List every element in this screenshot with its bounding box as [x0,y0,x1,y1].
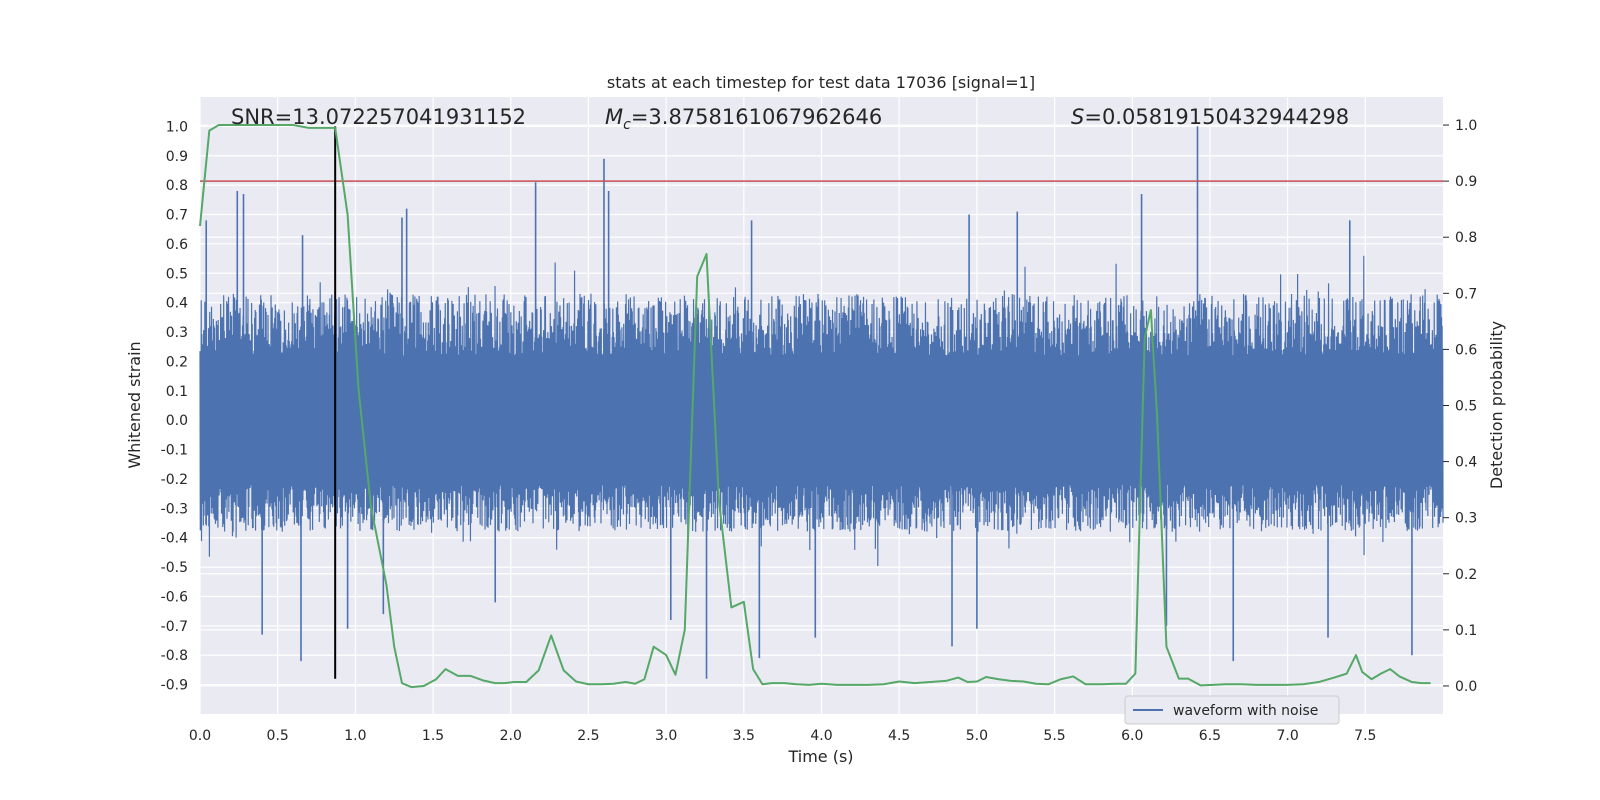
y-right-tick-label: 0.1 [1455,623,1477,639]
ticks: 0.0 0.5 1.0 1.5 2.0 2.5 3.0 3.5 4.0 4.5 5.0 5.5 6.0 6… [161,118,1478,744]
x-tick-label: 2.5 [577,728,599,744]
y-right-tick-label: 0.5 [1455,399,1477,415]
y-left-tick-label: -0.3 [161,501,188,517]
x-tick-label: 5.0 [966,728,988,744]
x-tick-label: 4.0 [810,728,832,744]
x-tick-label: 4.5 [888,728,910,744]
y-left-tick-label: 0.6 [166,237,188,253]
y-left-tick-label: 0.8 [166,178,188,194]
chirp-mass-symbol: M [605,105,623,129]
y-left-tick-label: 0.3 [166,325,188,341]
legend-box [1124,695,1340,725]
x-tick-label: 1.5 [422,728,444,744]
y-left-tick-label: -0.6 [161,589,188,605]
x-tick-label: 1.0 [344,728,366,744]
x-tick-label: 7.5 [1354,728,1376,744]
s-annotation: S=0.05819150432944298 [1071,105,1349,129]
y-right-tick-label: 1.0 [1455,118,1477,134]
y-right-tick-label: 0.8 [1455,230,1477,246]
y-left-tick-label: 0.2 [166,354,188,370]
chirp-mass-subscript: c [623,117,631,133]
y-left-tick-label: -0.5 [161,560,188,576]
overlay-layer [199,124,1443,689]
y-left-tick-label: -0.1 [161,443,188,459]
y-left-tick-label: -0.9 [161,678,188,694]
y-left-tick-label: 0.5 [166,266,188,282]
y-left-tick-label: -0.7 [161,619,188,635]
x-tick-label: 3.5 [733,728,755,744]
waveform-series [199,126,1444,679]
y-axis-right-label: Detection probability [1487,321,1506,489]
waveform-core-band [200,355,1443,485]
legend-label: waveform with noise [1173,703,1318,719]
x-tick-label: 6.5 [1199,728,1221,744]
legend: waveform with noise [1124,695,1340,725]
y-left-tick-label: 0.7 [166,208,188,224]
snr-annotation: SNR=13.072257041931152 [231,105,526,129]
x-tick-label: 5.5 [1043,728,1065,744]
y-left-tick-label: -0.2 [161,472,188,488]
y-left-tick-label: -0.4 [161,531,188,547]
s-value: =0.05819150432944298 [1084,105,1349,129]
x-tick-label: 3.0 [655,728,677,744]
y-left-tick-label: -0.8 [161,648,188,664]
y-left-tick-label: 0.1 [166,384,188,400]
y-right-tick-label: 0.0 [1455,679,1477,695]
detection-probability-line [199,124,1431,689]
s-symbol: S [1071,105,1084,129]
y-left-tick-label: 0.4 [166,296,188,312]
y-right-tick-label: 0.4 [1455,455,1477,471]
y-right-tick-label: 0.6 [1455,342,1477,358]
x-tick-label: 0.5 [267,728,289,744]
chirp-mass-value: =3.8758161067962646 [631,105,882,129]
x-axis-label: Time (s) [787,747,853,766]
y-right-tick-label: 0.7 [1455,286,1477,302]
y-right-tick-label: 0.9 [1455,174,1477,190]
y-left-tick-label: 1.0 [166,119,188,135]
x-tick-label: 2.0 [500,728,522,744]
x-tick-label: 0.0 [189,728,211,744]
y-left-tick-label: 0.0 [166,413,188,429]
y-axis-left-label: Whitened strain [125,341,144,468]
y-left-tick-label: 0.9 [166,149,188,165]
x-tick-label: 6.0 [1121,728,1143,744]
y-right-tick-label: 0.3 [1455,511,1477,527]
x-tick-label: 7.0 [1276,728,1298,744]
chart-title: stats at each timestep for test data 170… [607,73,1035,92]
chirp-mass-annotation: Mc=3.8758161067962646 [605,105,882,133]
y-right-tick-label: 0.2 [1455,567,1477,583]
